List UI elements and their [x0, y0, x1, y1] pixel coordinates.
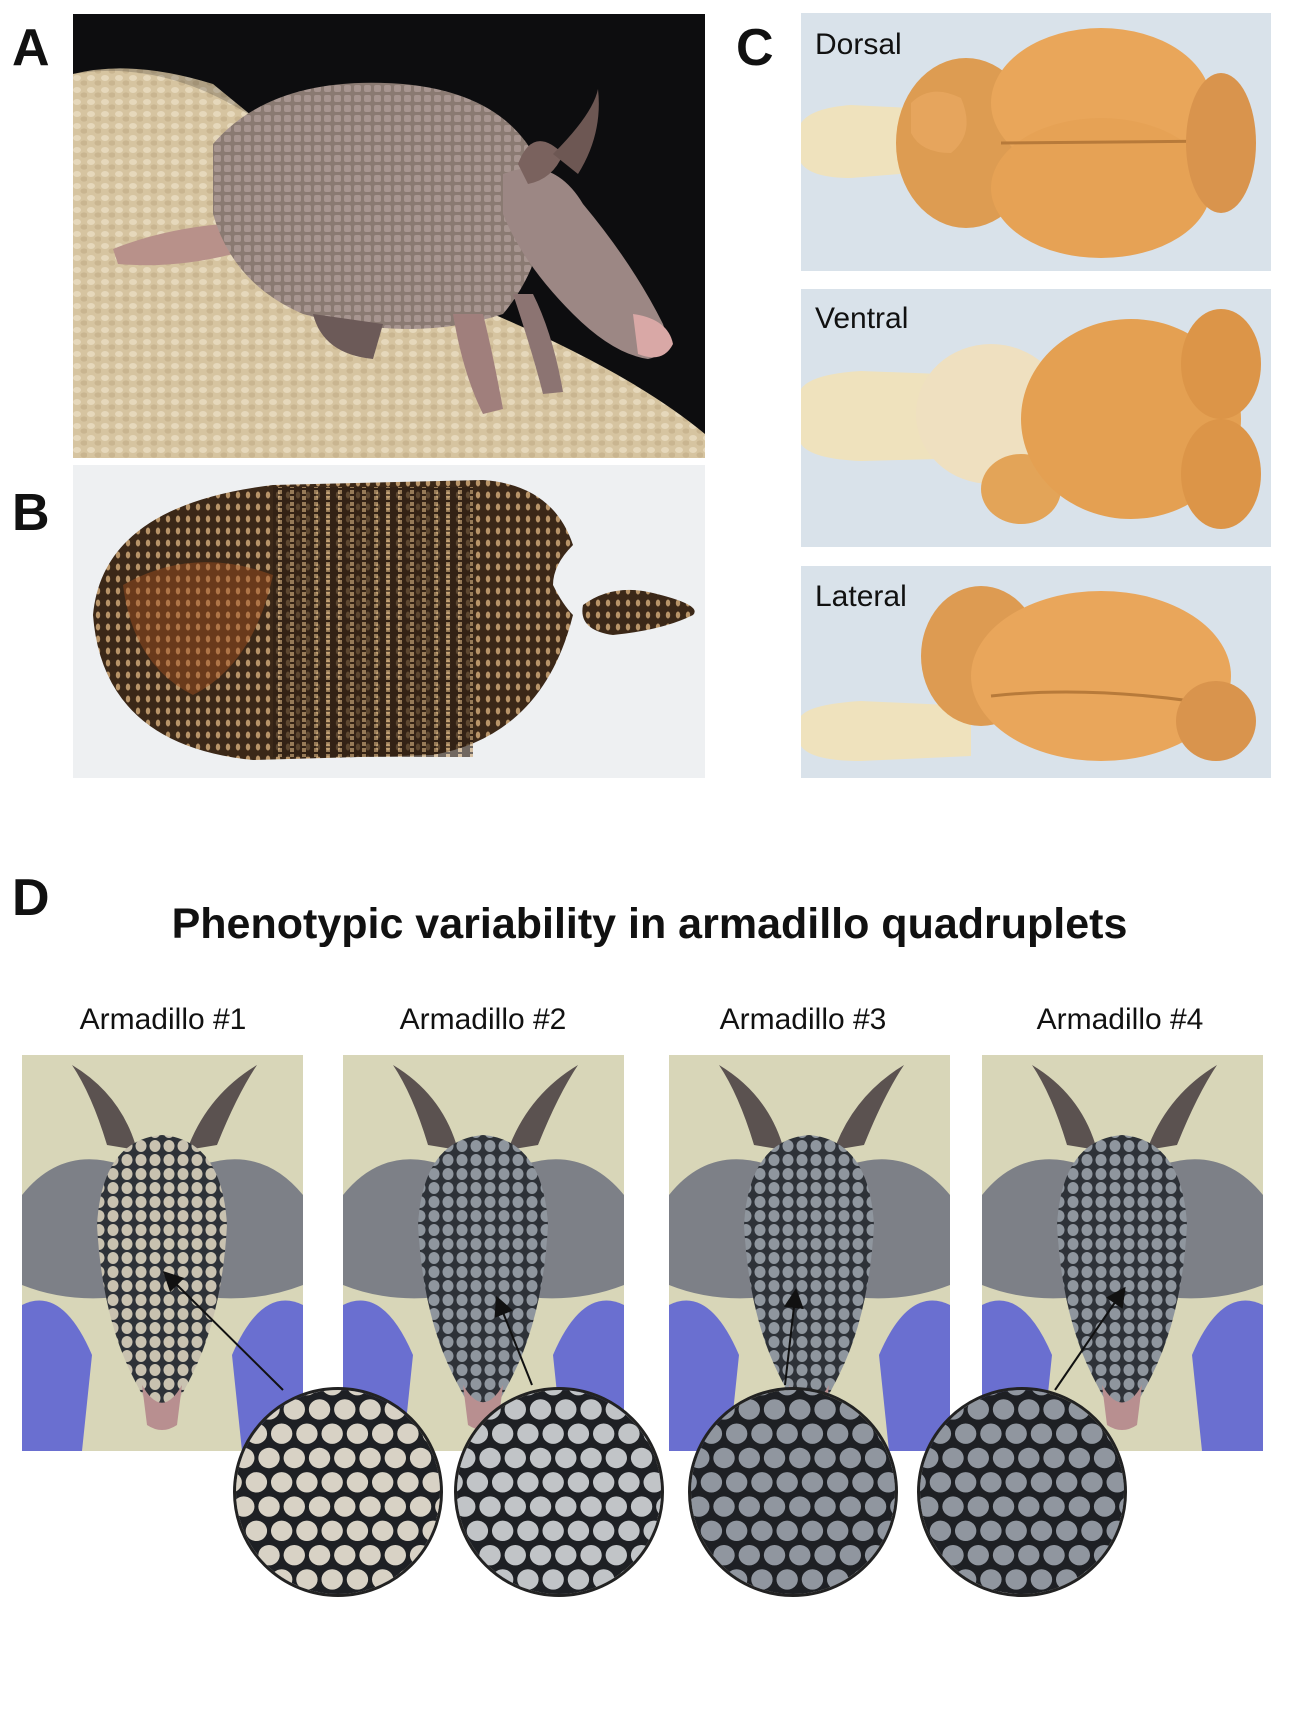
brain-photo-dorsal: [801, 13, 1271, 271]
head-drawing-3: [669, 1055, 950, 1451]
closeup-drawing-1: [236, 1390, 440, 1594]
armadillo-head-photo-1: [22, 1055, 303, 1451]
head-drawing-4: [982, 1055, 1263, 1451]
armadillo-head-photo-2: [343, 1055, 624, 1451]
closeup-drawing-4: [920, 1390, 1124, 1594]
brain-view-label-ventral: Ventral: [815, 302, 909, 335]
head-drawing-1: [22, 1055, 303, 1451]
brain-photo-lateral: [801, 566, 1271, 778]
armadillo-label-4: Armadillo #4: [1036, 1003, 1204, 1036]
scale-closeup-circle-3: [688, 1387, 898, 1597]
armadillo-label-3: Armadillo #3: [719, 1003, 887, 1036]
closeup-drawing-3: [691, 1390, 895, 1594]
head-drawing-2: [343, 1055, 624, 1451]
panel-letter-c: C: [736, 19, 774, 77]
panel-letter-d: D: [12, 869, 50, 927]
scale-closeup-circle-1: [233, 1387, 443, 1597]
panel-letter-b: B: [12, 484, 50, 542]
armadillo-label-1: Armadillo #1: [79, 1003, 247, 1036]
armadillo-label-2: Armadillo #2: [399, 1003, 567, 1036]
panel-letter-a: A: [12, 19, 50, 77]
panel-d-title: Phenotypic variability in armadillo quad…: [171, 900, 1128, 948]
brain-photo-ventral: [801, 289, 1271, 547]
brain-view-label-dorsal: Dorsal: [815, 28, 902, 61]
scale-closeup-circle-4: [917, 1387, 1127, 1597]
carapace-photo: [73, 465, 705, 778]
scale-closeup-circle-2: [454, 1387, 664, 1597]
closeup-drawing-2: [457, 1390, 661, 1594]
armadillo-head-photo-3: [669, 1055, 950, 1451]
armadillo-head-photo-4: [982, 1055, 1263, 1451]
armadillo-photo: [73, 14, 705, 458]
brain-view-label-lateral: Lateral: [815, 580, 907, 613]
